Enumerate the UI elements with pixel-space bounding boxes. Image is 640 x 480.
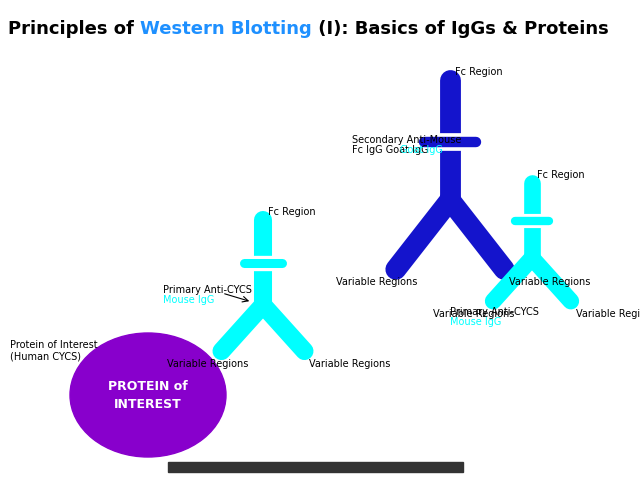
Text: Western Blotting: Western Blotting (140, 20, 312, 38)
Text: Fc Region: Fc Region (537, 170, 584, 180)
Text: INTEREST: INTEREST (114, 398, 182, 411)
Text: Fc Region: Fc Region (268, 207, 316, 217)
Text: Variable Regions: Variable Regions (509, 277, 591, 288)
Bar (168, 462, 463, 472)
Text: Primary Anti-CYCS: Primary Anti-CYCS (163, 285, 252, 295)
Ellipse shape (70, 333, 226, 457)
Text: Fc IgG Goat IgG: Fc IgG Goat IgG (352, 145, 429, 155)
Text: Variable Regions: Variable Regions (310, 359, 391, 369)
Text: Primary Anti-CYCS: Primary Anti-CYCS (450, 307, 539, 317)
Text: Protein of Interest
(Human CYCS): Protein of Interest (Human CYCS) (10, 340, 98, 361)
Text: Mouse IgG: Mouse IgG (163, 295, 214, 305)
Text: Variable Regions: Variable Regions (433, 309, 515, 319)
Text: Mouse IgG: Mouse IgG (450, 317, 501, 327)
Text: PROTEIN of: PROTEIN of (108, 381, 188, 394)
Text: Variable Regions: Variable Regions (336, 277, 417, 288)
Text: Variable Regions: Variable Regions (576, 309, 640, 319)
Text: Principles of: Principles of (8, 20, 140, 38)
Text: Goat IgG: Goat IgG (400, 145, 443, 155)
Text: Variable Regions: Variable Regions (166, 359, 248, 369)
Text: Fc Region: Fc Region (455, 67, 502, 77)
Text: (I): Basics of IgGs & Proteins: (I): Basics of IgGs & Proteins (312, 20, 609, 38)
Text: Secondary Anti-Mouse: Secondary Anti-Mouse (352, 135, 461, 145)
